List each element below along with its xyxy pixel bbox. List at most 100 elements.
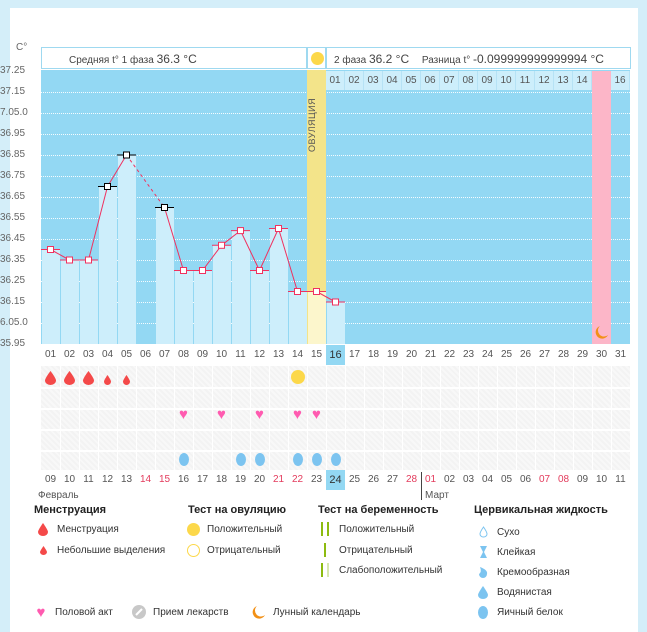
- temperature-point[interactable]: [332, 298, 339, 306]
- calendar-date-label[interactable]: 03: [462, 474, 475, 485]
- calendar-date-label[interactable]: 05: [500, 474, 513, 485]
- creamy-drop-icon: [476, 565, 490, 579]
- phase1-value: 36.3 °C: [156, 52, 197, 66]
- temperature-point[interactable]: [313, 288, 320, 295]
- heart-icon: ♥: [293, 406, 302, 423]
- legend-cervical-creamy: Кремообразная: [476, 565, 570, 579]
- cycle-day-label[interactable]: 01: [44, 349, 57, 360]
- calendar-date-label[interactable]: 26: [367, 474, 380, 485]
- temperature-point[interactable]: [256, 267, 263, 274]
- calendar-date-label[interactable]: 24: [326, 470, 345, 490]
- calendar-date-label[interactable]: 17: [196, 474, 209, 485]
- calendar-date-label[interactable]: 20: [253, 474, 266, 485]
- ovulation-column: [307, 70, 326, 344]
- cycle-day-label[interactable]: 21: [424, 349, 437, 360]
- temperature-point[interactable]: [275, 225, 282, 232]
- phase2-day-label: 02: [345, 71, 364, 90]
- temperature-segment: [126, 154, 165, 208]
- temperature-point[interactable]: [85, 256, 92, 264]
- temperature-point[interactable]: [123, 151, 130, 159]
- calendar-date-label[interactable]: 06: [519, 474, 532, 485]
- calendar-date-label[interactable]: 27: [386, 474, 399, 485]
- temperature-point[interactable]: [47, 246, 54, 253]
- temperature-point[interactable]: [218, 241, 225, 249]
- temperature-point[interactable]: [237, 227, 244, 235]
- calendar-date-label[interactable]: 11: [615, 474, 626, 485]
- calendar-date-label[interactable]: 21: [272, 474, 285, 485]
- calendar-date-label[interactable]: 08: [557, 474, 570, 485]
- cycle-day-label[interactable]: 11: [235, 349, 246, 360]
- y-axis-unit: C°: [16, 42, 28, 53]
- temperature-segment: [278, 228, 298, 292]
- calendar-date-label[interactable]: 25: [348, 474, 361, 485]
- cycle-day-label[interactable]: 12: [253, 349, 266, 360]
- temperature-point[interactable]: [161, 204, 168, 211]
- cycle-day-label[interactable]: 24: [481, 349, 494, 360]
- calendar-date-label[interactable]: 12: [101, 474, 114, 485]
- cycle-day-label[interactable]: 07: [158, 349, 171, 360]
- weak-bar-icon: [318, 563, 332, 577]
- cycle-day-label[interactable]: 18: [367, 349, 380, 360]
- calendar-date-label[interactable]: 28: [405, 474, 418, 485]
- calendar-date-label[interactable]: 14: [139, 474, 152, 485]
- ovulation-label: ОВУЛЯЦИЯ: [307, 97, 317, 153]
- calendar-date-label[interactable]: 16: [177, 474, 190, 485]
- cycle-day-label[interactable]: 13: [272, 349, 285, 360]
- temperature-bar: [118, 155, 136, 344]
- heart-icon: ♥: [255, 406, 264, 423]
- calendar-date-label[interactable]: 23: [310, 474, 323, 485]
- cycle-day-label[interactable]: 02: [63, 349, 76, 360]
- temperature-segment: [88, 186, 108, 261]
- grid-line: [41, 155, 630, 156]
- phase2-day-label: 05: [402, 71, 421, 90]
- cycle-day-label[interactable]: 20: [405, 349, 418, 360]
- cycle-day-label[interactable]: 17: [348, 349, 361, 360]
- cycle-day-label[interactable]: 15: [310, 349, 323, 360]
- temperature-point[interactable]: [104, 183, 111, 190]
- cycle-day-label[interactable]: 05: [120, 349, 133, 360]
- cycle-day-label[interactable]: 29: [576, 349, 589, 360]
- cycle-day-label[interactable]: 26: [519, 349, 532, 360]
- temperature-segment: [240, 230, 260, 271]
- cycle-day-label[interactable]: 25: [500, 349, 513, 360]
- calendar-date-label[interactable]: 15: [158, 474, 171, 485]
- cycle-day-label[interactable]: 10: [215, 349, 228, 360]
- calendar-date-label[interactable]: 13: [120, 474, 133, 485]
- cycle-day-label[interactable]: 19: [386, 349, 399, 360]
- cycle-day-label[interactable]: 22: [443, 349, 456, 360]
- temperature-point[interactable]: [66, 256, 73, 264]
- cycle-day-label[interactable]: 04: [101, 349, 114, 360]
- cycle-day-label[interactable]: 16: [326, 345, 345, 365]
- cycle-day-label[interactable]: 03: [82, 349, 95, 360]
- temperature-point[interactable]: [180, 267, 187, 274]
- calendar-date-label[interactable]: 10: [595, 474, 608, 485]
- drop-icon: [117, 370, 136, 385]
- calendar-date-label[interactable]: 18: [215, 474, 228, 485]
- calendar-date-label[interactable]: 19: [234, 474, 247, 485]
- calendar-date-label[interactable]: 04: [481, 474, 494, 485]
- cycle-day-label[interactable]: 31: [614, 349, 627, 360]
- calendar-date-label[interactable]: 09: [576, 474, 589, 485]
- cycle-day-label[interactable]: 27: [538, 349, 551, 360]
- grid-col-line: [117, 366, 118, 470]
- cycle-day-label[interactable]: 28: [557, 349, 570, 360]
- phase2-day-label: 03: [364, 71, 383, 90]
- grid-line: [41, 113, 630, 114]
- cycle-day-label[interactable]: 06: [139, 349, 152, 360]
- calendar-date-label[interactable]: 09: [44, 474, 57, 485]
- grid-line: [41, 281, 630, 282]
- calendar-date-label[interactable]: 10: [63, 474, 76, 485]
- cycle-day-label[interactable]: 09: [196, 349, 209, 360]
- cycle-day-label[interactable]: 14: [291, 349, 304, 360]
- cycle-day-label[interactable]: 30: [595, 349, 608, 360]
- temperature-point[interactable]: [199, 267, 206, 274]
- calendar-date-label[interactable]: 01: [424, 474, 437, 485]
- cycle-day-label[interactable]: 23: [462, 349, 475, 360]
- temperature-point[interactable]: [294, 288, 301, 295]
- calendar-date-label[interactable]: 07: [538, 474, 551, 485]
- calendar-date-label[interactable]: 02: [443, 474, 456, 485]
- calendar-date-label[interactable]: 11: [83, 474, 94, 485]
- cycle-day-label[interactable]: 08: [177, 349, 190, 360]
- calendar-date-label[interactable]: 22: [291, 474, 304, 485]
- y-tick-label: 37.25: [0, 65, 26, 76]
